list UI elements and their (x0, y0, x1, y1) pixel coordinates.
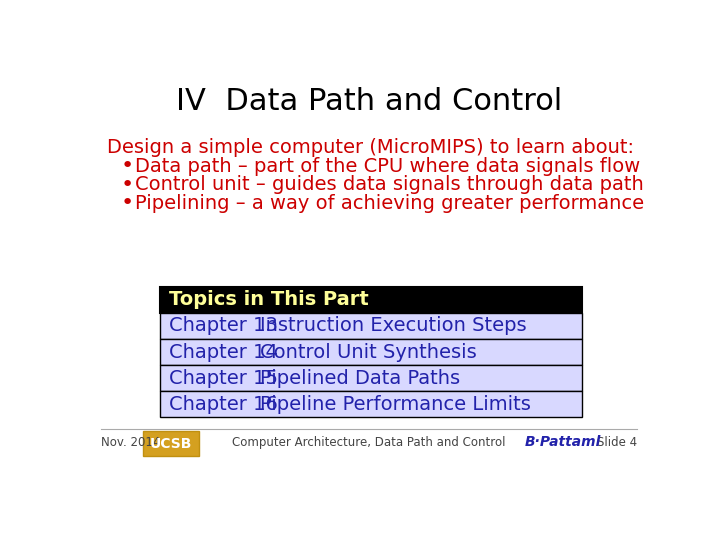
Text: Data path – part of the CPU where data signals flow: Data path – part of the CPU where data s… (135, 157, 640, 176)
Text: •: • (121, 193, 134, 213)
Text: Chapter 16: Chapter 16 (169, 395, 278, 414)
Text: Nov. 2014: Nov. 2014 (101, 436, 161, 449)
Text: Chapter 13: Chapter 13 (169, 316, 278, 335)
Text: B·Pattaml: B·Pattaml (525, 435, 601, 449)
Text: Pipelined Data Paths: Pipelined Data Paths (261, 369, 461, 388)
FancyBboxPatch shape (160, 365, 582, 392)
FancyBboxPatch shape (160, 287, 582, 313)
Text: UCSB: UCSB (150, 437, 192, 451)
Text: Design a simple computer (MicroMIPS) to learn about:: Design a simple computer (MicroMIPS) to … (107, 138, 634, 158)
Text: Computer Architecture, Data Path and Control: Computer Architecture, Data Path and Con… (233, 436, 505, 449)
Text: Topics in This Part: Topics in This Part (169, 290, 369, 309)
FancyBboxPatch shape (143, 431, 199, 456)
Text: Pipelining – a way of achieving greater performance: Pipelining – a way of achieving greater … (135, 194, 644, 213)
Text: IV  Data Path and Control: IV Data Path and Control (176, 87, 562, 116)
Text: •: • (121, 157, 134, 177)
Text: Chapter 15: Chapter 15 (169, 369, 278, 388)
Text: •: • (121, 175, 134, 195)
Text: Instruction Execution Steps: Instruction Execution Steps (261, 316, 527, 335)
FancyBboxPatch shape (160, 339, 582, 365)
Text: Pipeline Performance Limits: Pipeline Performance Limits (261, 395, 531, 414)
Text: Control Unit Synthesis: Control Unit Synthesis (261, 342, 477, 361)
FancyBboxPatch shape (160, 313, 582, 339)
Text: Control unit – guides data signals through data path: Control unit – guides data signals throu… (135, 176, 644, 194)
FancyBboxPatch shape (160, 392, 582, 417)
Text: Slide 4: Slide 4 (597, 436, 637, 449)
Text: Chapter 14: Chapter 14 (169, 342, 278, 361)
